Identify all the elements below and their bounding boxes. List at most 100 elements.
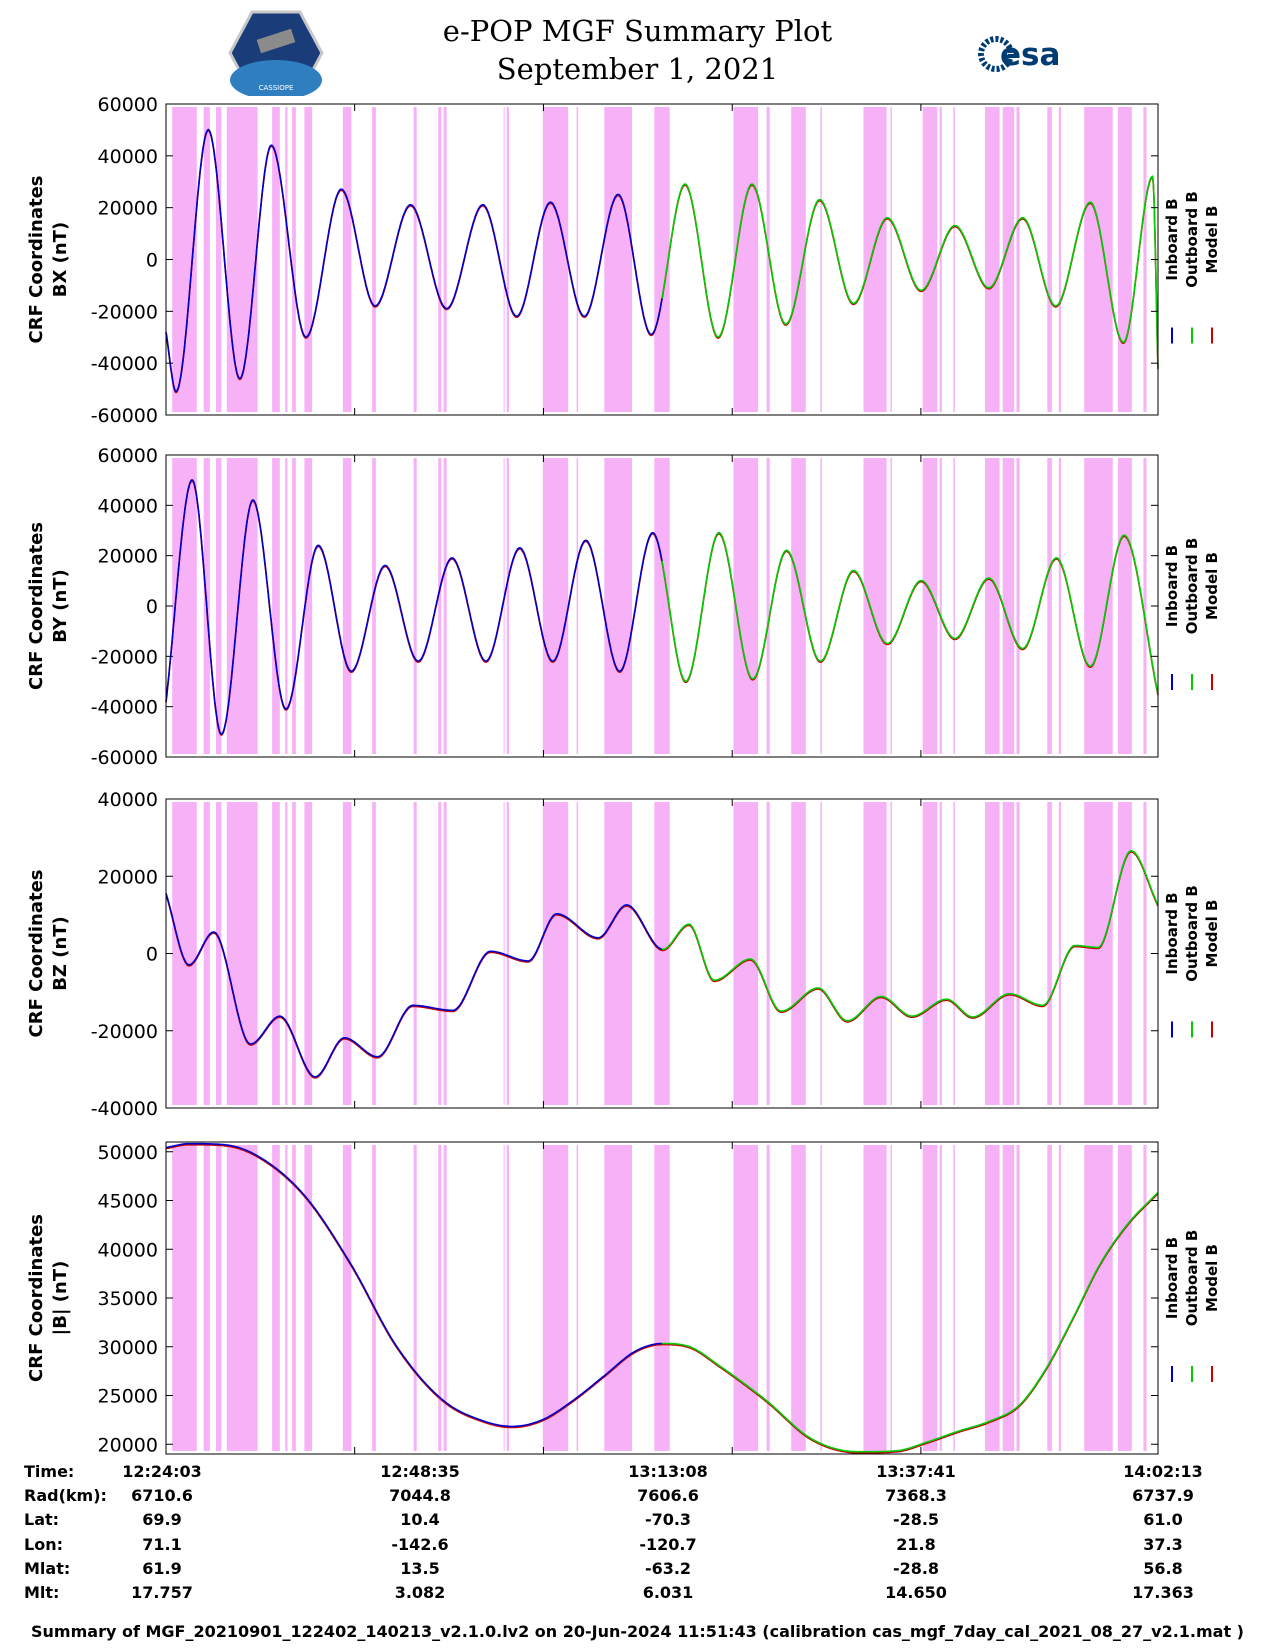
y-tick-label: 20000 — [98, 546, 158, 568]
y-tick-label: 50000 — [98, 1142, 158, 1164]
ephemeris-value: 56.8 — [1143, 1558, 1183, 1578]
legend-label: Inboard B — [1163, 1237, 1181, 1319]
shade-band — [820, 458, 822, 754]
shade-band — [1016, 802, 1020, 1105]
panel-bx: 60000 40000 20000 0 -20000 -40000 -60000 CRF Co… — [26, 94, 1221, 427]
shade-band — [413, 458, 417, 754]
eclipse-shading — [172, 107, 1147, 412]
ephemeris-value: 13.5 — [400, 1558, 440, 1578]
shade-band — [953, 458, 955, 754]
shade-band — [1143, 458, 1147, 754]
ephemeris-value: 17.363 — [1132, 1583, 1194, 1602]
shade-band — [1143, 1145, 1147, 1451]
shade-band — [1016, 458, 1020, 754]
series-inboard-b — [165, 893, 663, 1078]
panel-by: 60000 40000 20000 0 -20000 -40000 -60000 CRF Co… — [26, 445, 1221, 769]
legend-label: Model B — [1203, 900, 1221, 968]
y-tick-label: 20000 — [98, 866, 158, 888]
series-inboard-b — [165, 1142, 662, 1428]
series-outboard-b — [661, 175, 1159, 369]
y-tick-label: -60000 — [91, 747, 158, 769]
shade-band — [542, 107, 569, 412]
series-inboard-b — [165, 128, 663, 393]
shade-band — [863, 107, 887, 412]
ephemeris-value: -28.5 — [892, 1510, 940, 1530]
panel-bmag: 50000 45000 40000 35000 30000 25000 20000 CRF C… — [26, 1141, 1221, 1456]
panel-bz: 40000 20000 0 -20000 -40000 CRF Coordinates BZ… — [26, 789, 1221, 1120]
shade-band — [939, 458, 942, 754]
shade-band — [1002, 107, 1015, 412]
legend-label: Model B — [1203, 1244, 1221, 1312]
shade-band — [985, 802, 1000, 1105]
shade-band — [506, 1145, 509, 1451]
ephemeris-label: Mlt: — [24, 1583, 60, 1602]
shade-band — [939, 802, 942, 1105]
ephemeris-value: 17.757 — [131, 1583, 193, 1602]
shade-band — [733, 458, 759, 754]
ephemeris-row: Time: 12:24:03 12:48:35 13:13:08 13:37:41 14:… — [0, 1462, 1275, 1486]
shade-band — [203, 1145, 210, 1451]
shade-band — [438, 802, 442, 1105]
y-tick-label: 0 — [146, 944, 158, 966]
shade-band — [820, 802, 822, 1105]
y-tick-label: 25000 — [98, 1386, 158, 1408]
shade-band — [372, 1145, 376, 1451]
shade-band — [506, 802, 509, 1105]
shade-band — [413, 802, 417, 1105]
ephemeris-value: 3.082 — [394, 1583, 446, 1602]
shade-band — [922, 107, 938, 412]
shade-band — [542, 458, 569, 754]
legend: Inboard B Outboard B Model B — [1163, 1230, 1221, 1382]
shade-band — [820, 1145, 822, 1451]
shade-band — [172, 1145, 197, 1451]
shade-band — [1016, 1145, 1020, 1451]
shade-band — [1058, 458, 1062, 754]
shade-band — [438, 107, 442, 412]
series-lines — [165, 849, 1159, 1079]
series-inboard-b — [165, 478, 663, 736]
y-tick-label: -40000 — [91, 697, 158, 719]
shade-band — [285, 107, 288, 412]
ephemeris-value: -28.8 — [892, 1558, 940, 1578]
shade-band — [1058, 1145, 1062, 1451]
y-tick-label: -20000 — [91, 301, 158, 323]
shade-band — [766, 458, 770, 754]
ephemeris-value: 14.650 — [885, 1583, 947, 1602]
shade-band — [226, 1145, 258, 1451]
y-axis-label: CRF Coordinates — [26, 176, 47, 344]
series-lines — [165, 128, 1159, 394]
shade-band — [1084, 458, 1113, 754]
shade-band — [372, 107, 376, 412]
shade-band — [922, 802, 938, 1105]
legend-label: Outboard B — [1183, 885, 1201, 982]
shade-band — [654, 1145, 670, 1451]
shade-band — [503, 107, 505, 412]
shade-band — [372, 802, 376, 1105]
shade-band — [820, 107, 822, 412]
shade-band — [506, 458, 509, 754]
shade-band — [791, 458, 806, 754]
shade-band — [791, 802, 806, 1105]
series-outboard-b — [662, 1191, 1159, 1453]
shade-band — [216, 458, 222, 754]
ephemeris-value: 7368.3 — [885, 1486, 947, 1506]
shade-band — [372, 458, 376, 754]
title-line-1: e-POP MGF Summary Plot — [442, 14, 833, 48]
shade-band — [272, 802, 280, 1105]
ephemeris-label: Lat: — [24, 1510, 60, 1530]
ephemeris-label: Mlat: — [24, 1558, 71, 1578]
shade-band — [216, 1145, 222, 1451]
shade-band — [226, 802, 258, 1105]
legend: Inboard B Outboard B Model B — [1163, 538, 1221, 690]
shade-band — [292, 802, 296, 1105]
shade-band — [890, 1145, 892, 1451]
shade-band — [1118, 1145, 1132, 1451]
shade-band — [766, 1145, 770, 1451]
ephemeris-value: 13:13:08 — [628, 1462, 708, 1481]
shade-band — [285, 458, 288, 754]
y-tick-label: -20000 — [91, 1021, 158, 1043]
legend-label: Outboard B — [1183, 538, 1201, 635]
ephemeris-value: -120.7 — [639, 1534, 697, 1554]
shade-band — [953, 802, 955, 1105]
shade-band — [413, 1145, 417, 1451]
